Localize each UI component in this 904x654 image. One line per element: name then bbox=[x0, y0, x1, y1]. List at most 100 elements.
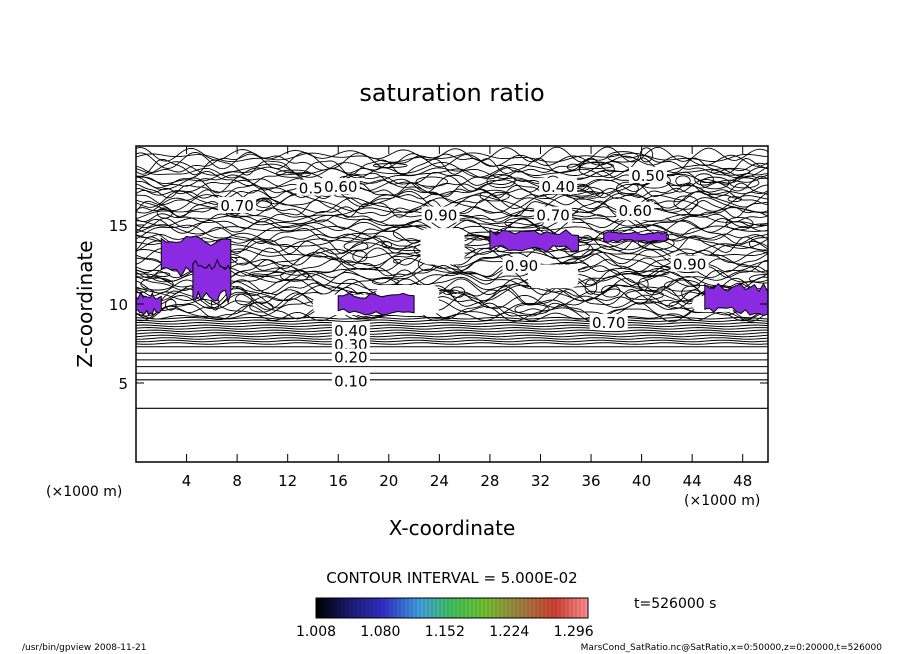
contour-label-bg bbox=[628, 167, 667, 184]
x-tick-label: 12 bbox=[278, 472, 297, 490]
x-tick-label: 28 bbox=[480, 472, 499, 490]
contour-label-bg bbox=[502, 257, 541, 274]
x-tick-label: 32 bbox=[531, 472, 550, 490]
contour-eddy bbox=[694, 173, 714, 186]
x-tick-label: 16 bbox=[329, 472, 348, 490]
x-tick-label: 48 bbox=[733, 472, 752, 490]
contour-label-bg bbox=[331, 348, 370, 365]
contour-eddy bbox=[155, 272, 171, 278]
colorbar bbox=[315, 597, 589, 619]
contour-label: 0.40 bbox=[334, 322, 367, 340]
contour-line bbox=[136, 329, 768, 333]
contour-line bbox=[136, 339, 768, 343]
contour-label-bg bbox=[331, 372, 370, 389]
contour-eddy bbox=[164, 298, 177, 311]
contour-eddy bbox=[486, 173, 516, 189]
contour-label-bg bbox=[331, 336, 370, 353]
contour-line bbox=[136, 284, 768, 302]
colorbar-tick-label: 1.296 bbox=[554, 624, 594, 640]
contour-eddy bbox=[235, 293, 253, 306]
contour-label: 0.90 bbox=[673, 256, 706, 274]
contour-label-bg bbox=[616, 201, 655, 218]
contour-eddy bbox=[729, 177, 760, 189]
contour-eddy bbox=[584, 279, 598, 295]
footer-right: MarsCond_SatRatio.nc@SatRatio,x=0:50000,… bbox=[581, 643, 883, 653]
contour-eddy bbox=[249, 301, 274, 313]
x-axis: 4 8 12 16 20 24 28 32 36 40 44 48 bbox=[182, 146, 752, 490]
supersaturation-region bbox=[192, 258, 232, 305]
contour-line bbox=[136, 282, 768, 297]
contour-line bbox=[136, 251, 768, 268]
contour-line bbox=[136, 298, 768, 317]
contour-eddy bbox=[392, 258, 402, 264]
x-tick-label: 8 bbox=[232, 472, 242, 490]
contour-eddy bbox=[637, 277, 649, 291]
contour-line bbox=[136, 182, 768, 199]
contour-eddy bbox=[280, 270, 310, 282]
chart-title: saturation ratio bbox=[359, 79, 544, 107]
x-tick-label: 4 bbox=[182, 472, 192, 490]
contour-labels: 0.500.60 0.400.500.700.90 0.70 0.600.900.70… bbox=[218, 167, 709, 390]
contour-eddy bbox=[607, 151, 639, 163]
contour-label: 0.70 bbox=[592, 314, 625, 332]
colorbar-stripes bbox=[315, 598, 585, 618]
contour-eddy bbox=[371, 278, 400, 286]
supersaturation-region bbox=[160, 235, 232, 278]
contour-label-bg bbox=[534, 206, 573, 223]
contour-eddy bbox=[275, 169, 312, 178]
contour-eddy bbox=[663, 279, 701, 292]
y-tick-label: 10 bbox=[109, 296, 128, 314]
supersaturation-region bbox=[337, 292, 415, 316]
contour-label: 0.60 bbox=[324, 178, 357, 196]
x-unit-left: (×1000 m) bbox=[46, 484, 122, 500]
clear-region bbox=[420, 228, 465, 265]
contour-label-bg bbox=[670, 255, 709, 272]
contour-eddy bbox=[615, 181, 639, 196]
contour-eddy bbox=[249, 270, 285, 277]
supersaturation-region bbox=[136, 291, 162, 316]
x-unit-right: (×1000 m) bbox=[684, 493, 760, 509]
supersaturation-region bbox=[603, 230, 668, 243]
contour-eddy bbox=[681, 285, 700, 301]
contour-label: 0.90 bbox=[505, 257, 538, 275]
contour-eddy bbox=[748, 274, 768, 284]
contour-line bbox=[136, 332, 768, 335]
contour-line bbox=[136, 311, 768, 322]
contour-line bbox=[136, 296, 768, 314]
x-tick-label: 44 bbox=[683, 472, 702, 490]
contour-eddy bbox=[352, 250, 368, 263]
time-label: t=526000 s bbox=[634, 596, 716, 612]
contour-label: 0.40 bbox=[541, 178, 574, 196]
contour-eddy bbox=[381, 241, 393, 249]
contour-eddy bbox=[343, 241, 369, 252]
contour-label-bg bbox=[218, 197, 257, 214]
contour-label-bg bbox=[321, 178, 360, 195]
x-tick-label: 36 bbox=[581, 472, 600, 490]
contour-eddy bbox=[372, 163, 408, 168]
contour-line bbox=[136, 257, 768, 274]
contour-line bbox=[136, 326, 768, 330]
contour-label: 0.70 bbox=[536, 207, 569, 225]
contour-label: 0.10 bbox=[334, 372, 367, 390]
contour-eddy bbox=[449, 286, 466, 298]
contour-eddy bbox=[675, 175, 691, 187]
contour-eddy bbox=[415, 176, 448, 187]
contour-label: 0.60 bbox=[619, 202, 652, 220]
contour-label: 0.90 bbox=[424, 207, 457, 225]
footer-left: /usr/bin/gpview 2008-11-21 bbox=[22, 643, 146, 653]
contour-eddy bbox=[630, 270, 669, 276]
contour-eddy bbox=[577, 162, 614, 169]
x-tick-label: 20 bbox=[379, 472, 398, 490]
colorbar-tick-label: 1.152 bbox=[425, 624, 465, 640]
contour-eddy bbox=[748, 237, 768, 251]
contour-eddy bbox=[514, 303, 550, 315]
y-tick-label: 5 bbox=[118, 375, 128, 393]
y-axis-label: Z-coordinate bbox=[73, 240, 97, 367]
colorbar-ticks: 1.008 1.080 1.152 1.224 1.296 bbox=[296, 624, 594, 640]
supersaturation-region bbox=[489, 228, 579, 253]
colorbar-tick-label: 1.008 bbox=[296, 624, 336, 640]
contour-eddy bbox=[725, 216, 754, 231]
x-tick-label: 24 bbox=[430, 472, 449, 490]
contour-eddy bbox=[710, 167, 751, 176]
contour-line bbox=[136, 275, 768, 292]
